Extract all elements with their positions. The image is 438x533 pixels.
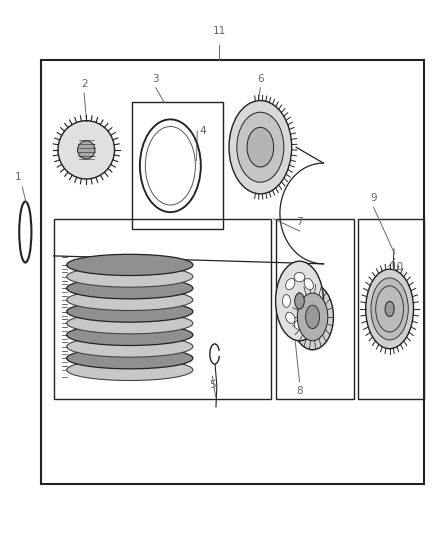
Bar — [276, 219, 354, 399]
Ellipse shape — [304, 312, 313, 324]
Ellipse shape — [371, 278, 408, 340]
Ellipse shape — [67, 278, 193, 299]
Text: 10: 10 — [391, 262, 404, 271]
Bar — [53, 219, 271, 399]
Text: 6: 6 — [257, 74, 264, 84]
Ellipse shape — [67, 313, 193, 334]
Ellipse shape — [292, 284, 333, 350]
Text: 1: 1 — [14, 172, 21, 182]
Ellipse shape — [376, 286, 403, 332]
Ellipse shape — [294, 272, 305, 282]
Text: 3: 3 — [152, 74, 159, 84]
Ellipse shape — [78, 141, 95, 159]
Ellipse shape — [229, 101, 292, 194]
Text: 11: 11 — [212, 26, 226, 36]
Ellipse shape — [67, 324, 193, 345]
Ellipse shape — [247, 127, 274, 167]
Ellipse shape — [286, 278, 295, 290]
Text: 9: 9 — [370, 193, 377, 203]
Ellipse shape — [294, 320, 305, 329]
Text: 8: 8 — [296, 386, 303, 396]
Ellipse shape — [67, 254, 193, 276]
Ellipse shape — [67, 336, 193, 357]
Ellipse shape — [58, 120, 115, 179]
Ellipse shape — [276, 261, 323, 341]
Bar — [132, 102, 223, 229]
Ellipse shape — [67, 359, 193, 381]
Ellipse shape — [295, 293, 304, 309]
Text: 7: 7 — [296, 217, 303, 227]
Text: 5: 5 — [209, 381, 216, 391]
Ellipse shape — [237, 112, 284, 182]
Ellipse shape — [385, 301, 394, 317]
Ellipse shape — [306, 305, 320, 328]
Text: 2: 2 — [81, 79, 88, 89]
Bar — [358, 219, 424, 399]
Ellipse shape — [283, 295, 290, 308]
Ellipse shape — [297, 293, 328, 341]
Ellipse shape — [67, 301, 193, 322]
Ellipse shape — [286, 312, 295, 324]
Bar — [41, 60, 424, 484]
Ellipse shape — [304, 278, 313, 290]
Ellipse shape — [309, 295, 317, 308]
Ellipse shape — [67, 266, 193, 287]
Text: 4: 4 — [199, 126, 206, 136]
Ellipse shape — [67, 289, 193, 311]
Ellipse shape — [366, 269, 413, 349]
Ellipse shape — [67, 348, 193, 369]
